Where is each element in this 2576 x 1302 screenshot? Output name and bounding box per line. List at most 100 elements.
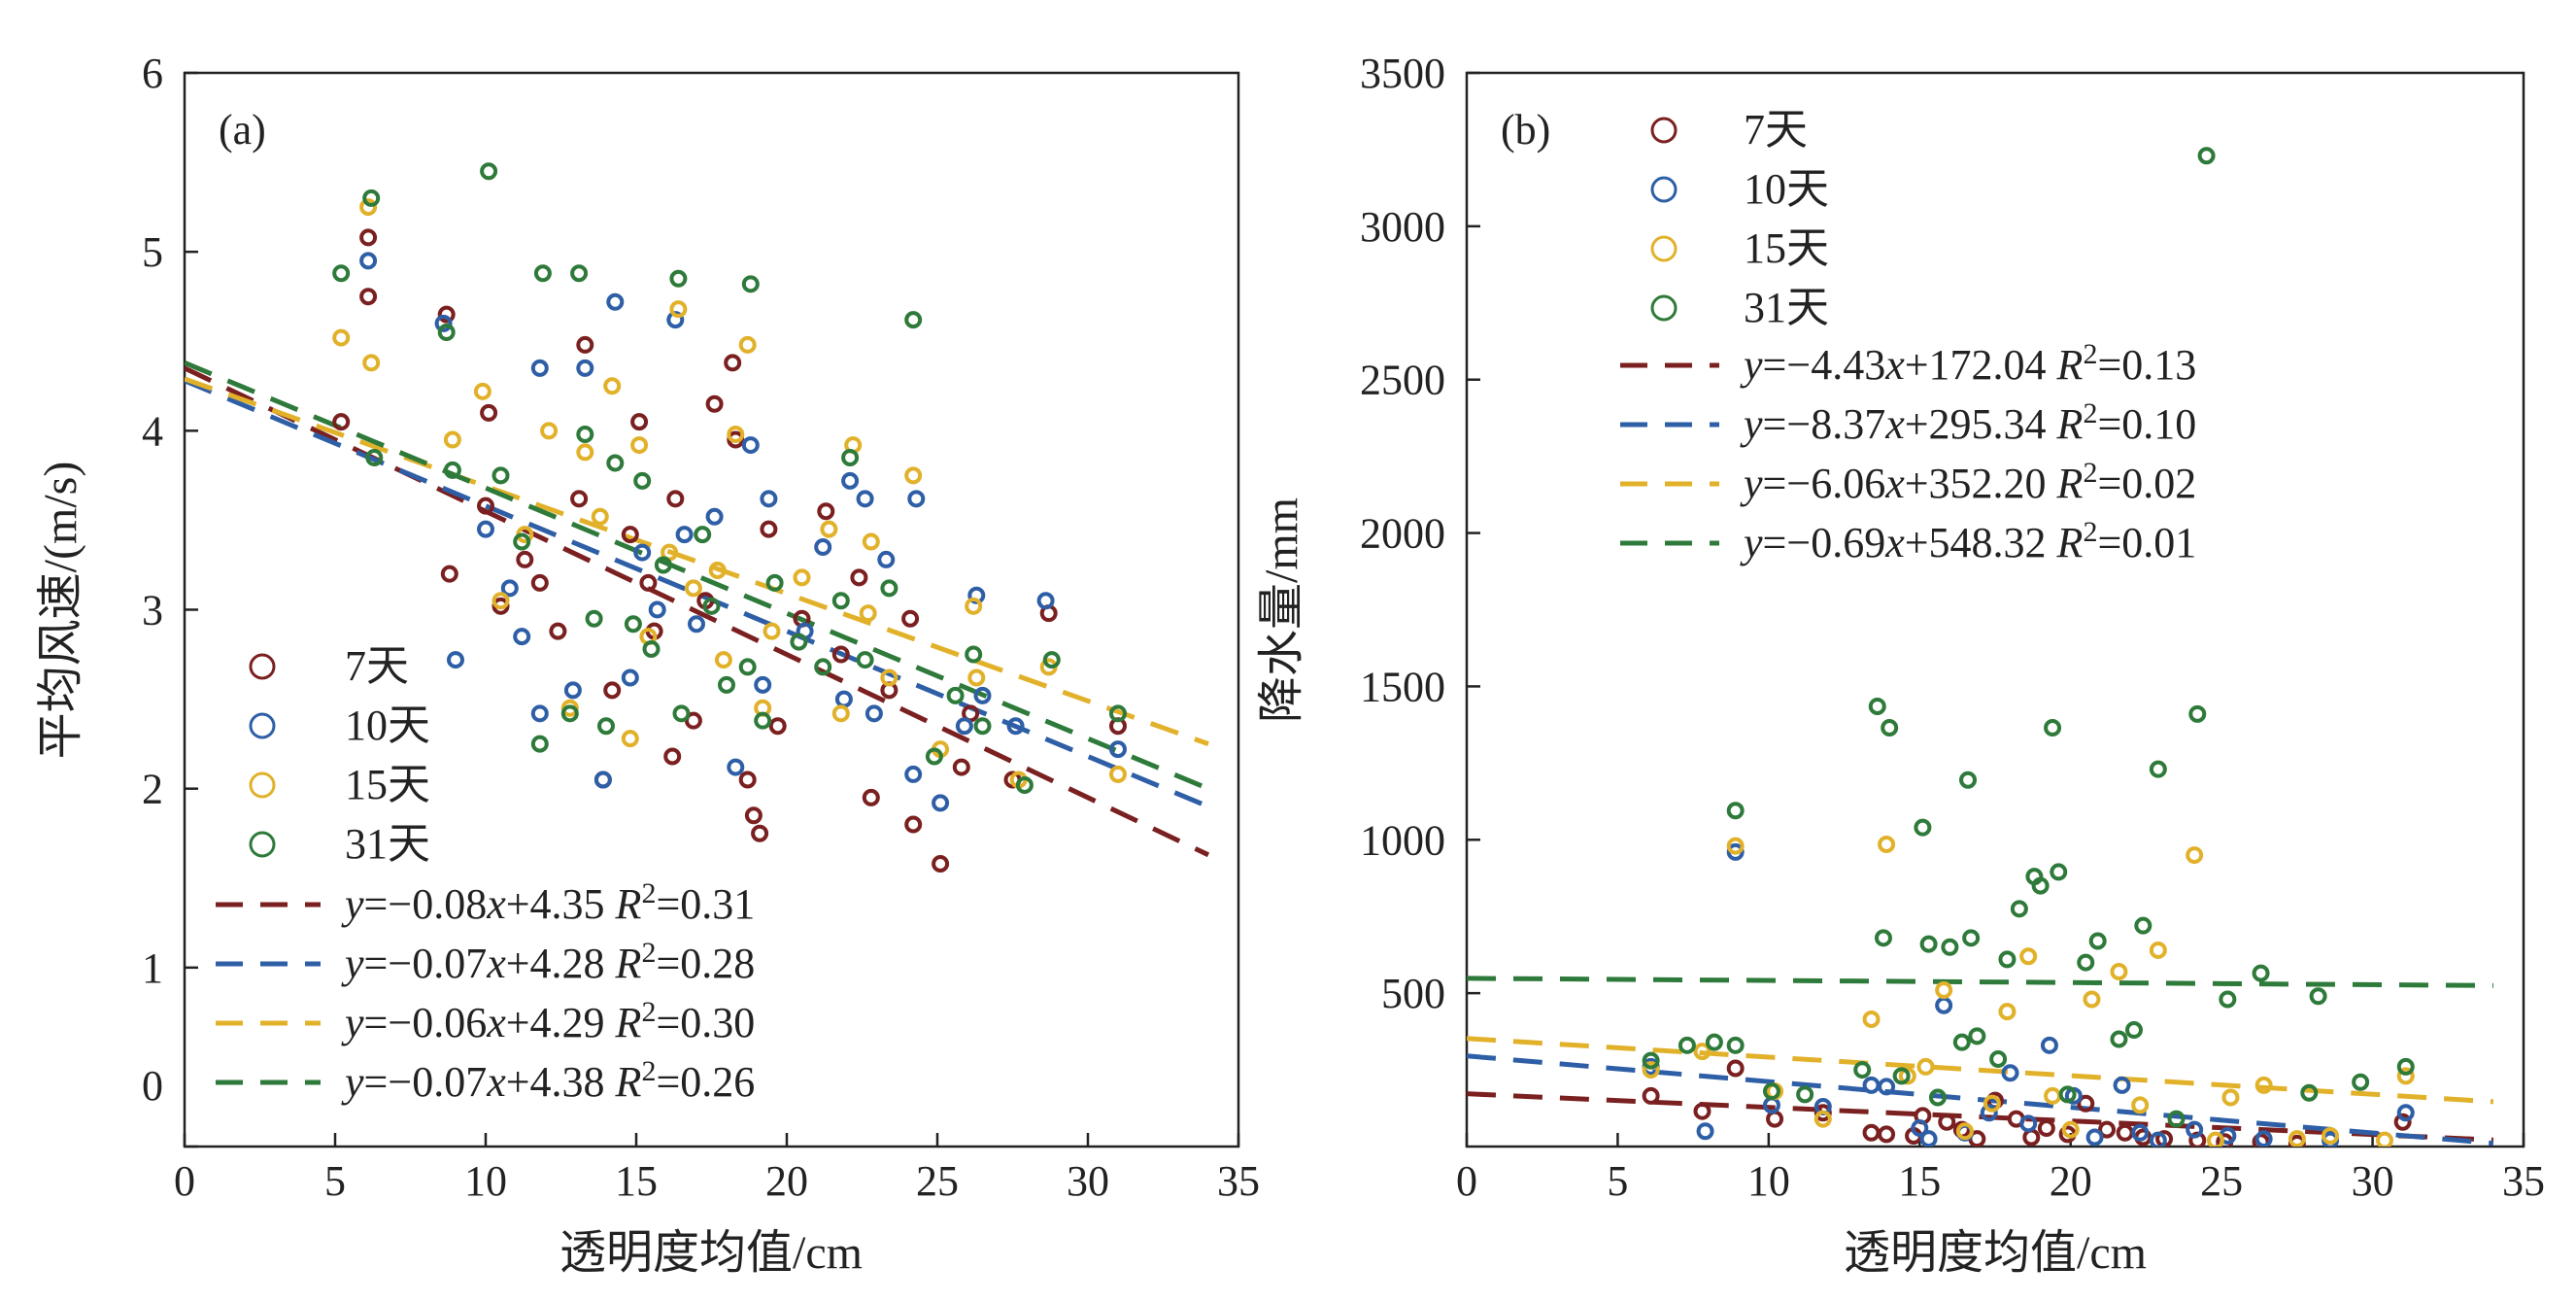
data-point-series-0 <box>570 490 589 508</box>
data-point-series-0 <box>576 335 594 354</box>
data-point-series-1 <box>1726 842 1745 861</box>
data-point-series-2 <box>1955 1122 1974 1141</box>
data-point-series-3 <box>533 264 552 283</box>
data-point-series-3 <box>2309 987 2327 1006</box>
data-point-series-2 <box>2061 1120 2080 1139</box>
fit-line-1 <box>1467 1053 2494 1147</box>
x-tick-label: 10 <box>464 1157 507 1205</box>
fit-line-0 <box>185 365 1210 858</box>
data-point-series-3 <box>2352 1073 2370 1091</box>
legend-series-label-0: 7天 <box>345 642 409 690</box>
data-point-series-3 <box>1941 938 1959 956</box>
legend-series-label-3: 31天 <box>1744 284 1829 331</box>
data-point-series-2 <box>2376 1131 2394 1147</box>
data-point-series-1 <box>1006 717 1025 736</box>
data-point-series-3 <box>2252 964 2270 982</box>
data-point-series-3 <box>2219 990 2237 1009</box>
data-point-series-3 <box>2088 932 2107 950</box>
y-tick-label: 500 <box>1381 970 1445 1017</box>
data-point-series-2 <box>669 300 688 319</box>
y-tick-label: 1500 <box>1360 663 1445 710</box>
data-point-series-2 <box>1726 837 1745 855</box>
data-point-series-0 <box>831 645 850 664</box>
data-point-series-1 <box>1911 1119 1929 1138</box>
data-point-series-1 <box>1036 592 1055 610</box>
data-point-series-3 <box>1928 1088 1947 1107</box>
legend-series-label-1: 10天 <box>345 702 430 749</box>
data-point-series-2 <box>2396 1067 2415 1085</box>
data-point-series-3 <box>765 573 784 592</box>
data-point-series-3 <box>2396 1057 2415 1076</box>
legend-fit-label-3: y=−0.07x+4.38 R2=0.26 <box>341 1055 755 1107</box>
x-tick-label: 0 <box>1456 1157 1477 1205</box>
data-point-series-2 <box>793 568 811 587</box>
data-point-series-0 <box>2022 1128 2041 1147</box>
data-point-series-3 <box>754 711 772 730</box>
data-point-series-0 <box>2077 1094 2095 1113</box>
data-point-series-3 <box>633 471 652 490</box>
fit-line-0 <box>1467 1091 2494 1143</box>
data-point-series-3 <box>694 526 712 544</box>
data-point-series-2 <box>2044 1086 2062 1105</box>
data-point-series-0 <box>480 403 498 422</box>
data-point-series-0 <box>332 413 351 431</box>
y-tick-label: 6 <box>142 50 163 97</box>
x-tick-label: 5 <box>1607 1157 1628 1205</box>
data-point-series-2 <box>763 622 781 640</box>
legend-fit-label-1: y=−8.37x+295.34 R2=0.10 <box>1740 397 2196 449</box>
data-point-series-0 <box>639 573 658 592</box>
data-point-series-0 <box>440 565 458 583</box>
data-point-series-3 <box>642 640 661 659</box>
data-point-series-1 <box>648 600 666 619</box>
data-point-series-3 <box>831 592 850 610</box>
data-point-series-3 <box>738 658 757 676</box>
data-point-series-0 <box>932 855 950 874</box>
data-point-series-3 <box>597 717 615 736</box>
data-point-series-3 <box>1678 1036 1696 1054</box>
panel-b: 0 5 10 15 20 25 30 35 500 1000 1500 2000 2500 3000 350… <box>1256 50 2545 1279</box>
data-point-series-1 <box>741 436 760 455</box>
data-point-series-1 <box>1878 1078 1896 1096</box>
data-point-series-3 <box>560 704 579 723</box>
legend-fit-label-3: y=−0.69x+548.32 R2=0.01 <box>1740 516 2196 567</box>
data-point-series-2 <box>859 604 877 623</box>
data-point-series-1 <box>2254 1130 2273 1147</box>
data-point-series-0 <box>2037 1119 2055 1138</box>
fit-line-2 <box>1467 1036 2494 1105</box>
legend-fit-label-0: y=−0.08x+4.35 R2=0.31 <box>341 877 755 929</box>
data-point-series-3 <box>2031 876 2050 895</box>
data-point-series-1 <box>513 628 531 646</box>
data-point-series-0 <box>952 758 970 776</box>
data-point-series-0 <box>621 526 639 544</box>
data-point-series-1 <box>864 704 883 723</box>
data-point-series-2 <box>2083 990 2101 1009</box>
data-point-series-2 <box>591 507 609 526</box>
data-point-series-1 <box>530 359 549 377</box>
data-point-series-1 <box>576 359 594 377</box>
data-point-series-1 <box>1980 1104 1998 1122</box>
data-point-series-0 <box>760 520 778 538</box>
data-point-series-2 <box>332 328 351 347</box>
data-point-series-0 <box>2116 1123 2134 1142</box>
data-point-series-3 <box>2044 719 2062 737</box>
data-point-series-3 <box>973 717 992 736</box>
y-tick-label: 3500 <box>1360 50 1445 97</box>
data-point-series-3 <box>332 264 351 283</box>
data-point-series-2 <box>708 561 727 579</box>
data-point-series-3 <box>2134 916 2152 935</box>
data-point-series-3 <box>856 651 874 669</box>
data-point-series-2 <box>967 668 986 687</box>
data-point-series-3 <box>1642 1051 1660 1070</box>
data-point-series-3 <box>2110 1030 2128 1048</box>
data-point-series-2 <box>714 651 732 669</box>
data-point-series-3 <box>790 633 808 651</box>
data-point-series-0 <box>2098 1120 2117 1139</box>
data-point-series-1 <box>500 579 519 598</box>
data-point-series-2 <box>603 377 622 395</box>
data-point-series-0 <box>724 354 742 372</box>
data-point-series-2 <box>540 422 559 440</box>
data-point-series-0 <box>1642 1086 1660 1105</box>
data-point-series-1 <box>705 507 724 526</box>
data-point-series-0 <box>663 747 682 766</box>
